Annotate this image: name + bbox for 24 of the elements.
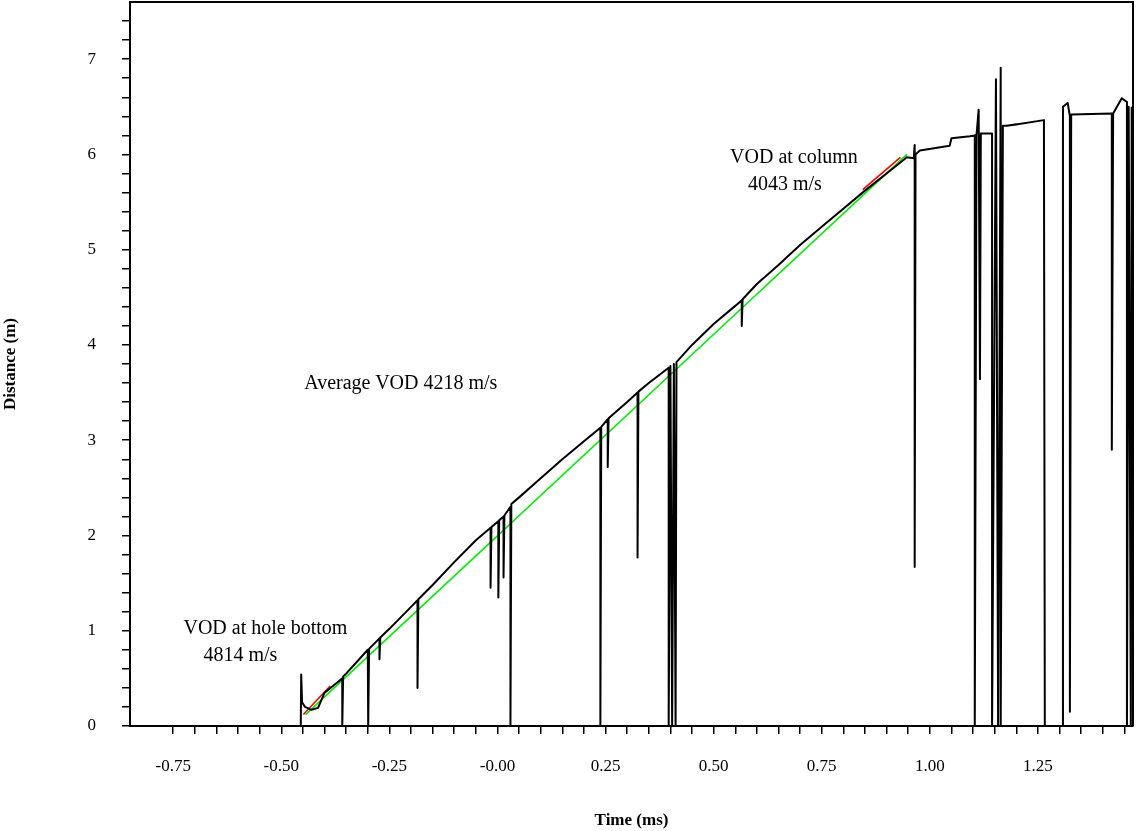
annotation: Average VOD 4218 m/s bbox=[304, 370, 498, 394]
annotation: VOD at column bbox=[730, 144, 858, 167]
x-tick-label: -0.50 bbox=[263, 755, 300, 775]
annotation: 4043 m/s bbox=[748, 172, 823, 195]
x-tick-label: 1.25 bbox=[1023, 755, 1053, 775]
x-tick-label: 0.50 bbox=[698, 755, 729, 775]
y-tick-label: 5 bbox=[87, 239, 96, 259]
y-tick-label: 6 bbox=[87, 143, 96, 163]
x-tick-label: -0.25 bbox=[371, 755, 408, 775]
x-tick-label: 0.75 bbox=[806, 755, 837, 775]
x-tick-label: -0.00 bbox=[479, 755, 516, 775]
y-axis-title: Distance (m) bbox=[0, 317, 19, 411]
x-tick-label: 1.00 bbox=[914, 755, 945, 775]
y-tick-label: 3 bbox=[87, 429, 96, 449]
x-axis-title: Time (ms) bbox=[594, 810, 669, 830]
y-tick-label: 2 bbox=[87, 524, 96, 544]
y-tick-label: 1 bbox=[87, 620, 96, 640]
x-tick-label: 0.25 bbox=[590, 755, 621, 775]
annotation: 4814 m/s bbox=[203, 643, 278, 666]
y-tick-label: 7 bbox=[87, 48, 97, 68]
y-tick-label: 0 bbox=[87, 715, 96, 735]
y-tick-label: 4 bbox=[87, 334, 97, 354]
x-tick-label: -0.75 bbox=[155, 755, 191, 775]
annotation: VOD at hole bottom bbox=[183, 615, 348, 638]
